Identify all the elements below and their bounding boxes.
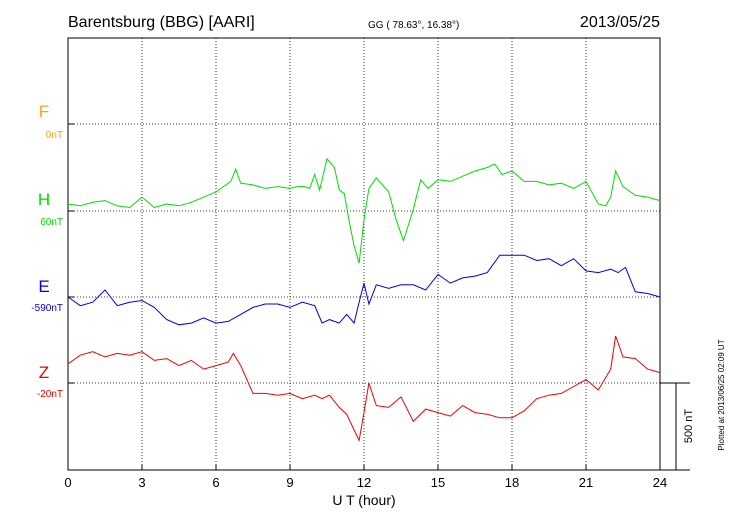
series-line-h — [67, 157, 661, 264]
series-name-e: E — [38, 277, 49, 296]
date-label: 2013/05/25 — [580, 14, 660, 31]
series-name-h: H — [38, 190, 50, 209]
baseline-labels: F 0nT H 60nT E -590nT Z -20nT — [31, 102, 63, 400]
x-tick-label: 9 — [286, 475, 293, 490]
x-tick-label: 3 — [138, 475, 145, 490]
x-tick-label: 6 — [212, 475, 219, 490]
x-tick-label: 24 — [653, 475, 667, 490]
x-tick-label: 0 — [64, 475, 71, 490]
station-title: Barentsburg (BBG) [AARI] — [68, 14, 255, 31]
grid-lines — [68, 38, 660, 470]
series-baseline-h: 60nT — [40, 217, 63, 228]
plotted-note: Plotted at 2013/06/25 02:09 UT — [717, 339, 726, 450]
x-tick-label: 12 — [357, 475, 371, 490]
series-name-f: F — [39, 102, 49, 121]
x-tick-label: 21 — [579, 475, 593, 490]
x-tick-label: 18 — [505, 475, 519, 490]
series-baseline-e: -590nT — [31, 303, 63, 314]
series-group — [67, 157, 661, 443]
x-tick-labels: 0 3 6 9 12 15 18 21 24 — [64, 123, 667, 490]
series-name-z: Z — [39, 363, 49, 382]
x-tick-label: 15 — [431, 475, 445, 490]
scale-bar: 500 nT — [660, 382, 695, 471]
series-line-e — [67, 254, 661, 326]
x-axis-label: U T (hour) — [332, 492, 395, 508]
series-baseline-f: 0nT — [46, 130, 63, 141]
scale-bar-label: 500 nT — [683, 409, 695, 444]
series-line-z — [67, 335, 661, 443]
series-baseline-z: -20nT — [37, 389, 63, 400]
coordinates-label: GG ( 78.63°, 16.38°) — [368, 20, 459, 31]
